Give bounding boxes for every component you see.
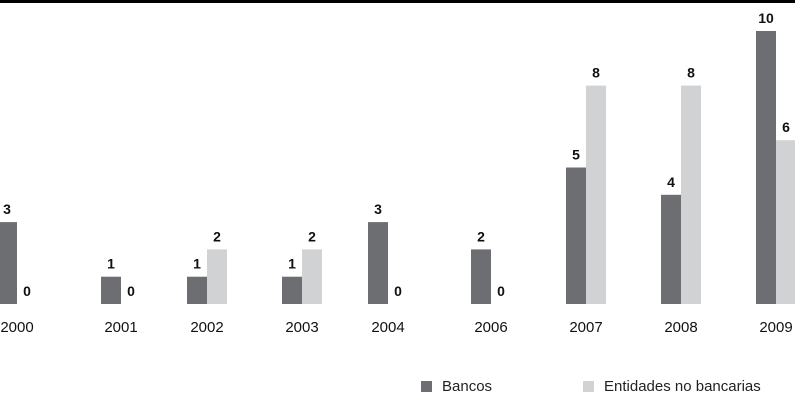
data-label-2006-series-2: 0 xyxy=(497,283,505,299)
bar-2007-series-1 xyxy=(566,167,586,304)
legend-label-series-2: Entidades no bancarias xyxy=(604,378,761,395)
data-label-2001-series-2: 0 xyxy=(127,283,135,299)
legend-item-series-2: Entidades no bancarias xyxy=(583,378,761,395)
data-label-2008-series-2: 8 xyxy=(687,65,695,81)
bar-2003-series-1 xyxy=(282,276,302,304)
data-label-2007-series-2: 8 xyxy=(592,65,600,81)
legend-label-series-1: Bancos xyxy=(442,378,493,395)
bar-2007-series-2 xyxy=(586,85,606,304)
bar-2002-series-2 xyxy=(207,249,227,304)
data-label-2000-series-2: 0 xyxy=(23,283,31,299)
data-label-2008-series-1: 4 xyxy=(667,174,675,190)
data-label-2009-series-2: 6 xyxy=(782,119,790,135)
legend-swatch-series-2 xyxy=(583,381,594,392)
data-label-2003-series-1: 1 xyxy=(288,256,296,272)
bar-2003-series-2 xyxy=(302,249,322,304)
x-tick-label-2001: 2001 xyxy=(104,319,137,336)
x-tick-label-2002: 2002 xyxy=(190,319,223,336)
bar-2006-series-1 xyxy=(471,249,491,304)
data-label-2009-series-1: 10 xyxy=(758,10,774,26)
data-label-2002-series-1: 1 xyxy=(193,256,201,272)
bar-2009-series-1 xyxy=(756,31,776,304)
data-label-2006-series-1: 2 xyxy=(477,228,485,244)
data-label-2007-series-1: 5 xyxy=(572,147,580,163)
x-tick-label-2004: 2004 xyxy=(371,319,404,336)
data-label-2004-series-1: 3 xyxy=(374,201,382,217)
bar-2000-series-1 xyxy=(0,222,17,304)
bar-2008-series-1 xyxy=(661,194,681,304)
bars-group xyxy=(0,31,795,304)
legend-swatch-series-1 xyxy=(421,381,432,392)
x-tick-label-2009: 2009 xyxy=(759,319,792,336)
data-label-2001-series-1: 1 xyxy=(107,256,115,272)
bar-2002-series-1 xyxy=(187,276,207,304)
x-tick-label-2003: 2003 xyxy=(285,319,318,336)
legend-item-series-1: Bancos xyxy=(421,378,492,395)
bar-2008-series-2 xyxy=(681,85,701,304)
x-tick-label-2007: 2007 xyxy=(569,319,602,336)
legend: Bancos Entidades no bancarias xyxy=(0,378,795,408)
data-label-2004-series-2: 0 xyxy=(394,283,402,299)
x-tick-label-2008: 2008 xyxy=(664,319,697,336)
top-rule xyxy=(0,0,795,3)
bar-2004-series-1 xyxy=(368,222,388,304)
bar-2009-series-2 xyxy=(776,140,795,304)
data-label-2002-series-2: 2 xyxy=(213,228,221,244)
x-axis-tick-labels: 2000 2001 2002 2003 2004 2006 2007 2008 2009 xyxy=(0,319,792,336)
x-tick-label-2006: 2006 xyxy=(474,319,507,336)
x-tick-label-2000: 2000 xyxy=(0,319,33,336)
data-label-2003-series-2: 2 xyxy=(308,228,316,244)
bar-2001-series-1 xyxy=(101,276,121,304)
data-label-2000-series-1: 3 xyxy=(3,201,11,217)
